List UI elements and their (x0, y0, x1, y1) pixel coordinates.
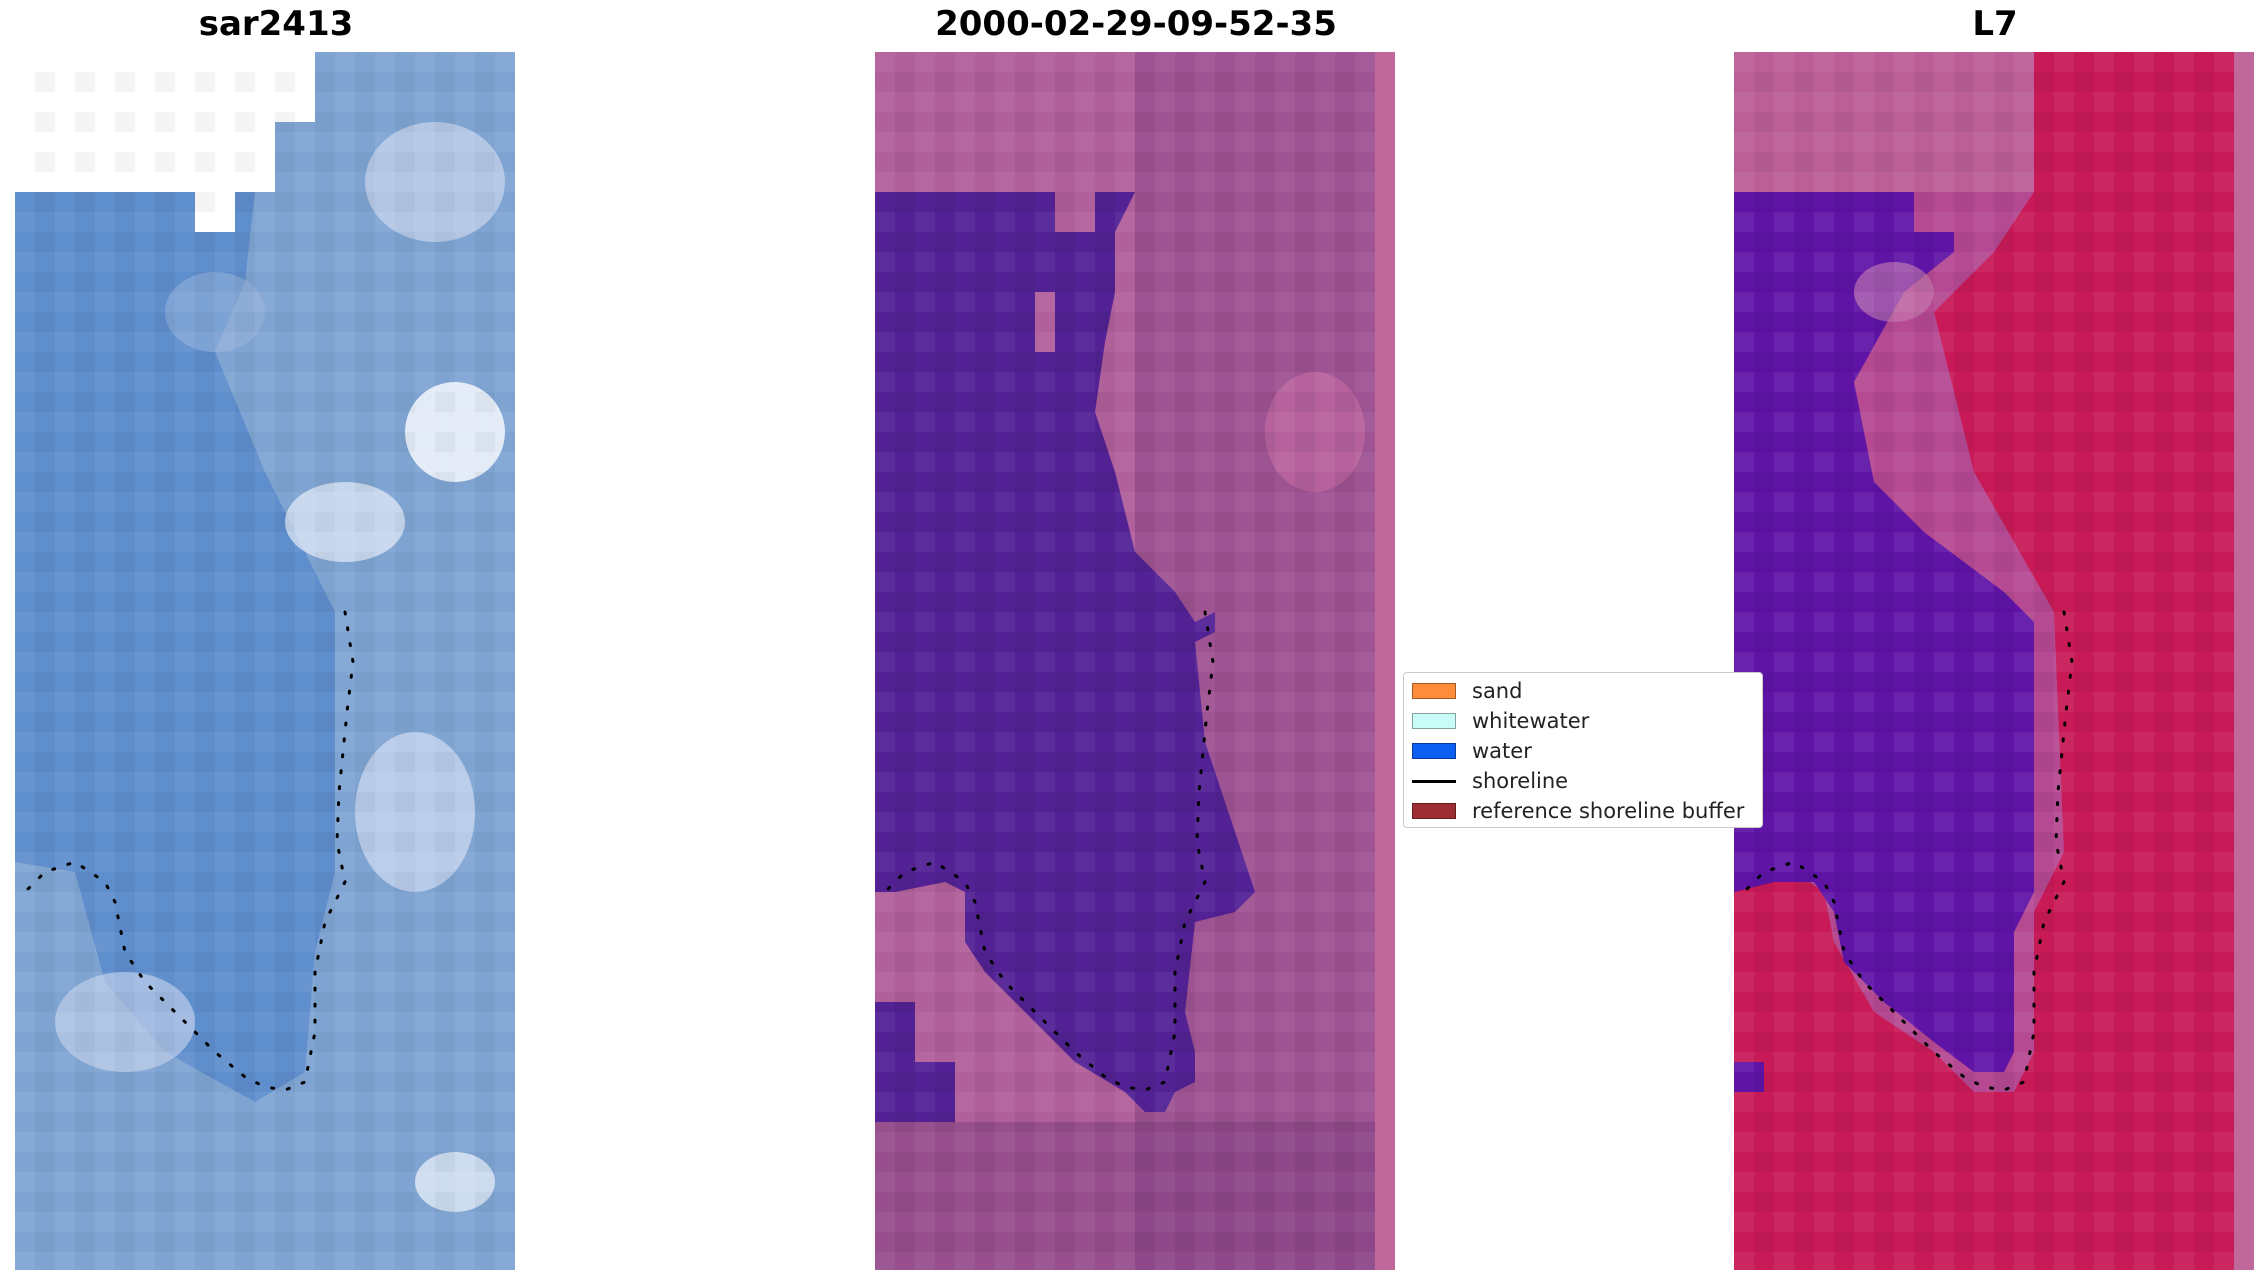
legend-label-reference-buffer: reference shoreline buffer (1472, 799, 1745, 823)
legend-label-water: water (1472, 739, 1532, 763)
index-image-panel (1734, 52, 2254, 1270)
classified-pixel-texture (875, 52, 1375, 1270)
legend-item-shoreline: shoreline (1412, 767, 1568, 795)
index-pixel-texture (1734, 52, 2234, 1270)
panel-title-rgb: sar2413 (198, 4, 354, 44)
legend-item-whitewater: whitewater (1412, 707, 1589, 735)
rgb-image-panel (15, 52, 515, 1270)
panel-title-classified: 2000-02-29-09-52-35 (935, 4, 1337, 44)
legend-label-whitewater: whitewater (1472, 709, 1590, 733)
legend-item-sand: sand (1412, 677, 1522, 705)
classified-image-panel (875, 52, 1395, 1270)
legend-item-water: water (1412, 737, 1532, 765)
rgb-pixel-texture (15, 52, 515, 1270)
water-swatch (1412, 743, 1456, 759)
reference-buffer-swatch (1412, 803, 1456, 819)
legend-label-sand: sand (1472, 679, 1523, 703)
legend-label-shoreline: shoreline (1472, 769, 1569, 793)
whitewater-swatch (1412, 713, 1456, 729)
shoreline-line-sample (1412, 779, 1456, 783)
legend: sand whitewater water shoreline referenc… (1403, 672, 1763, 828)
sand-swatch (1412, 683, 1456, 699)
panel-title-index: L7 (1972, 4, 2018, 44)
legend-item-reference-buffer: reference shoreline buffer (1412, 797, 1744, 825)
